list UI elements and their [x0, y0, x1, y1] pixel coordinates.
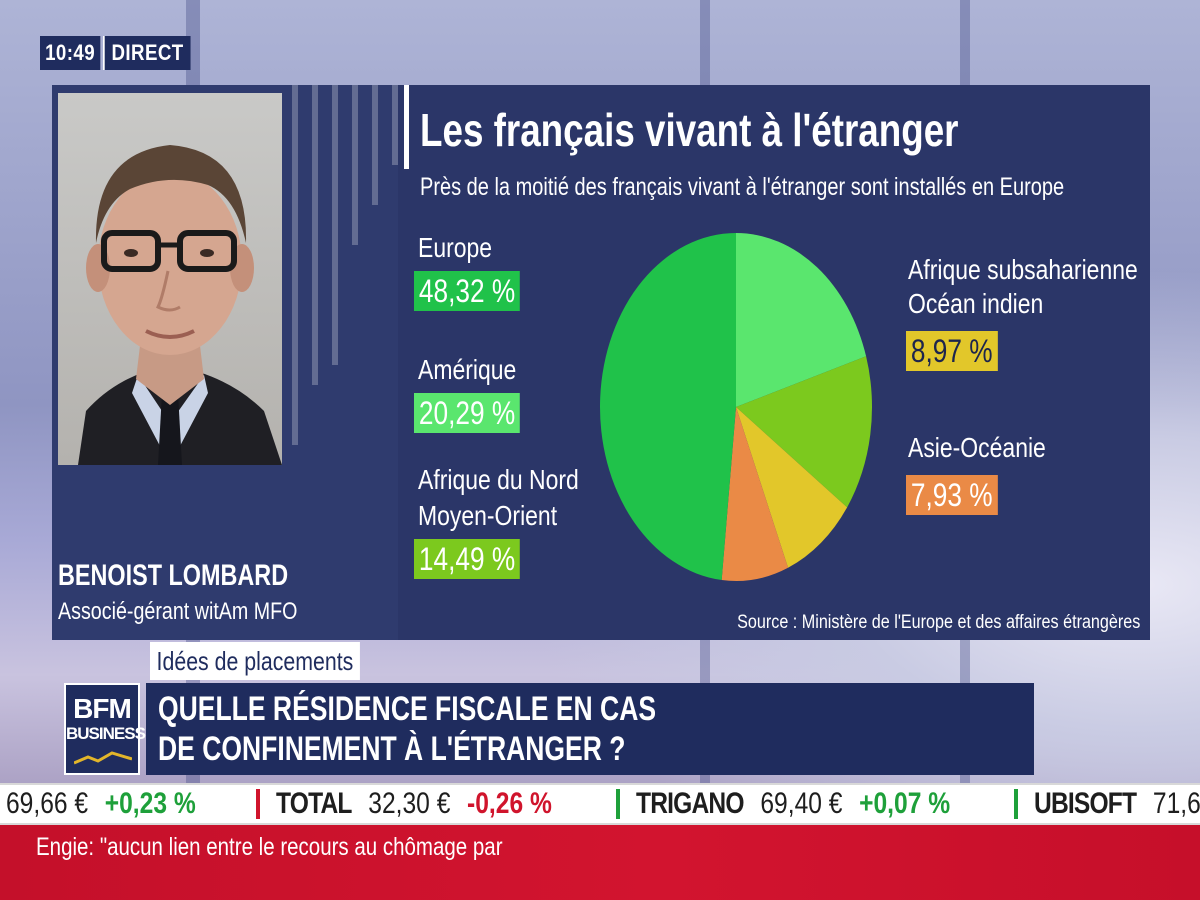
decorative-bars [292, 85, 398, 525]
logo-trend-icon [74, 751, 132, 765]
live-label: DIRECT [102, 36, 191, 70]
guest-photo [58, 93, 282, 465]
guest-panel: BENOIST LOMBARD Associé-gérant witAm MFO [52, 85, 398, 640]
logo-line2: BUSINESS [66, 724, 146, 743]
pie-slice-asie-oceanie [721, 407, 789, 581]
headline-banner: QUELLE RÉSIDENCE FISCALE EN CAS DE CONFI… [146, 683, 1034, 775]
headline-line1: QUELLE RÉSIDENCE FISCALE EN CAS [158, 690, 657, 728]
ticker-price: 69,40 € [760, 787, 843, 820]
ticker-name: TOTAL [276, 787, 352, 820]
value-europe: 48,32 % [414, 271, 521, 311]
news-crawl: Engie: "aucun lien entre le recours au c… [0, 825, 1200, 900]
label-afrique-nord-line1: Afrique du Nord [418, 464, 579, 495]
pie-slice-afrique-sub [736, 407, 848, 568]
ticker-price: 32,30 € [368, 787, 451, 820]
pie-chart [600, 233, 872, 581]
bfm-business-logo: BFM BUSINESS [64, 683, 146, 775]
label-afrique-sub-line1: Afrique subsaharienne [908, 254, 1138, 285]
segment-tag: Idées de placements [150, 642, 360, 680]
pie-slice-europe [600, 233, 736, 581]
value-asie-oceanie: 7,93 % [906, 475, 998, 515]
value-afrique-sub: 8,97 % [906, 331, 998, 371]
ticker-name: UBISOFT [1034, 787, 1137, 820]
label-asie-oceanie: Asie-Océanie [908, 432, 1046, 463]
value-afrique-nord: 14,49 % [414, 539, 521, 579]
ticker-separator [256, 789, 260, 819]
stock-ticker: 69,66 € +0,23 % TOTAL 32,30 € -0,26 % TR… [0, 783, 1200, 825]
ticker-item: UBISOFT 71,6 [1034, 785, 1200, 823]
guest-name: BENOIST LOMBARD [58, 559, 289, 592]
ticker-price: 71,6 [1152, 787, 1200, 820]
ticker-change: -0,26 % [467, 787, 552, 820]
ticker-change: +0,23 % [104, 787, 196, 820]
value-amerique: 20,29 % [414, 393, 521, 433]
pie-slice-amerique [736, 233, 867, 407]
label-afrique-sub-line2: Océan indien [908, 288, 1044, 319]
ticker-name: TRIGANO [636, 787, 745, 820]
ticker-item: TRIGANO 69,40 € +0,07 % [636, 785, 950, 823]
ticker-item: 69,66 € +0,23 % [6, 785, 196, 823]
chart-subtitle: Près de la moitié des français vivant à … [420, 173, 1065, 201]
news-text: Engie: "aucun lien entre le recours au c… [36, 833, 503, 861]
pie-slice-afrique-nord [736, 356, 872, 508]
clock-time: 10:49 [40, 36, 101, 70]
headline-line2: DE CONFINEMENT À L'ÉTRANGER ? [158, 730, 626, 768]
broadcast-clock: 10:49 DIRECT [40, 36, 206, 70]
title-accent-bar [404, 85, 409, 169]
chart-source: Source : Ministère de l'Europe et des af… [736, 612, 1140, 633]
ticker-separator [616, 789, 620, 819]
label-amerique: Amérique [418, 354, 517, 385]
ticker-separator [1014, 789, 1018, 819]
chart-title: Les français vivant à l'étranger [420, 104, 959, 156]
logo-line1: BFM [73, 693, 132, 724]
guest-role: Associé-gérant witAm MFO [58, 598, 298, 625]
label-europe: Europe [418, 232, 493, 263]
ticker-price: 69,66 € [6, 787, 89, 820]
ticker-item: TOTAL 32,30 € -0,26 % [276, 785, 552, 823]
ticker-change: +0,07 % [859, 787, 951, 820]
chart-panel: Les français vivant à l'étranger Près de… [398, 85, 1150, 640]
label-afrique-nord-line2: Moyen-Orient [418, 500, 558, 531]
